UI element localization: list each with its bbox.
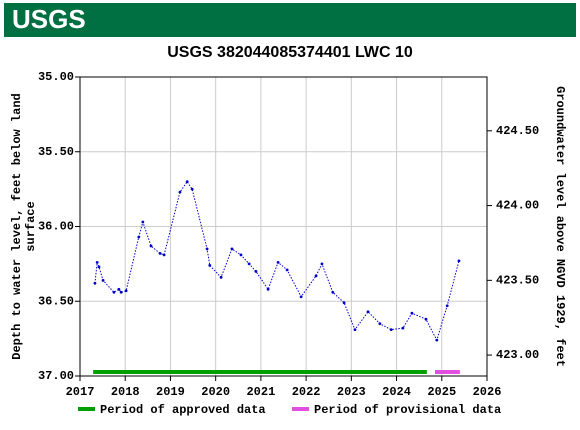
logo: USGS	[12, 4, 86, 34]
data-point	[95, 260, 99, 264]
chart-title: USGS 382044085374401 LWC 10	[167, 44, 413, 61]
data-point	[230, 247, 234, 251]
y-axis-label: Depth to water level, feet below landsur…	[10, 93, 38, 359]
x-tick-label: 2018	[111, 385, 140, 399]
data-point	[366, 310, 370, 314]
data-point	[101, 278, 105, 282]
data-point	[149, 244, 153, 248]
data-point	[247, 262, 251, 266]
y2-tick-label: 424.00	[496, 199, 539, 213]
plot-frame	[79, 76, 488, 377]
data-point	[190, 187, 194, 191]
y2-axis-label: Groundwater level above NGVD 1929, feet	[553, 86, 567, 367]
data-point	[97, 265, 101, 269]
legend-label: Period of approved data	[100, 403, 266, 417]
data-point	[457, 259, 461, 263]
legend-swatch	[292, 407, 309, 411]
data-point	[424, 317, 428, 321]
x-tick-label: 2026	[473, 385, 502, 399]
x-tick-label: 2025	[427, 385, 456, 399]
data-point	[320, 262, 324, 266]
data-point	[162, 253, 166, 257]
data-point	[435, 338, 439, 342]
data-point	[266, 287, 270, 291]
x-tick-label: 2023	[337, 385, 366, 399]
data-point	[276, 260, 280, 264]
data-point	[353, 328, 357, 332]
data-point	[299, 295, 303, 299]
y2-tick-label: 423.00	[496, 348, 539, 362]
y2-tick-label: 423.50	[496, 273, 539, 287]
x-tick-label: 2019	[156, 385, 185, 399]
y-tick-label: 36.50	[38, 294, 74, 308]
y2-tick-label: 424.50	[496, 124, 539, 138]
y-axis-label-line: surface	[24, 201, 38, 251]
data-point	[93, 281, 97, 285]
data-point	[331, 290, 335, 294]
data-point	[208, 263, 212, 267]
period-bar	[434, 370, 460, 374]
y-tick-label: 36.00	[38, 220, 74, 234]
legend-label: Period of provisional data	[314, 403, 501, 417]
y-tick-label: 37.00	[38, 369, 74, 383]
data-point	[254, 269, 258, 273]
data-point	[112, 290, 116, 294]
data-point	[141, 220, 145, 224]
data-point	[445, 304, 449, 308]
data-point	[314, 274, 318, 278]
data-point	[219, 275, 223, 279]
data-point	[178, 190, 182, 194]
y-tick-label: 35.50	[38, 145, 74, 159]
data-line	[94, 180, 460, 342]
data-point	[378, 322, 382, 326]
data-point	[137, 235, 141, 239]
data-point	[117, 287, 121, 291]
y-tick-label: 35.00	[38, 70, 74, 84]
data-point	[119, 290, 123, 294]
header-bar	[4, 3, 576, 37]
data-point	[205, 247, 209, 251]
data-point	[342, 301, 346, 305]
x-tick-label: 2024	[382, 385, 411, 399]
y-axis-label-line: Depth to water level, feet below land	[10, 93, 24, 359]
data-point	[285, 268, 289, 272]
data-point	[185, 180, 189, 184]
legend-swatch	[78, 407, 95, 411]
data-point	[239, 253, 243, 257]
data-point	[158, 252, 162, 255]
x-tick-label: 2020	[201, 385, 230, 399]
x-tick-label: 2021	[246, 385, 275, 399]
data-point	[410, 311, 414, 315]
period-bar	[93, 370, 427, 374]
data-point	[389, 328, 393, 332]
data-point	[124, 289, 128, 293]
x-tick-label: 2017	[66, 385, 95, 399]
data-point	[401, 326, 405, 330]
x-tick-label: 2022	[292, 385, 321, 399]
